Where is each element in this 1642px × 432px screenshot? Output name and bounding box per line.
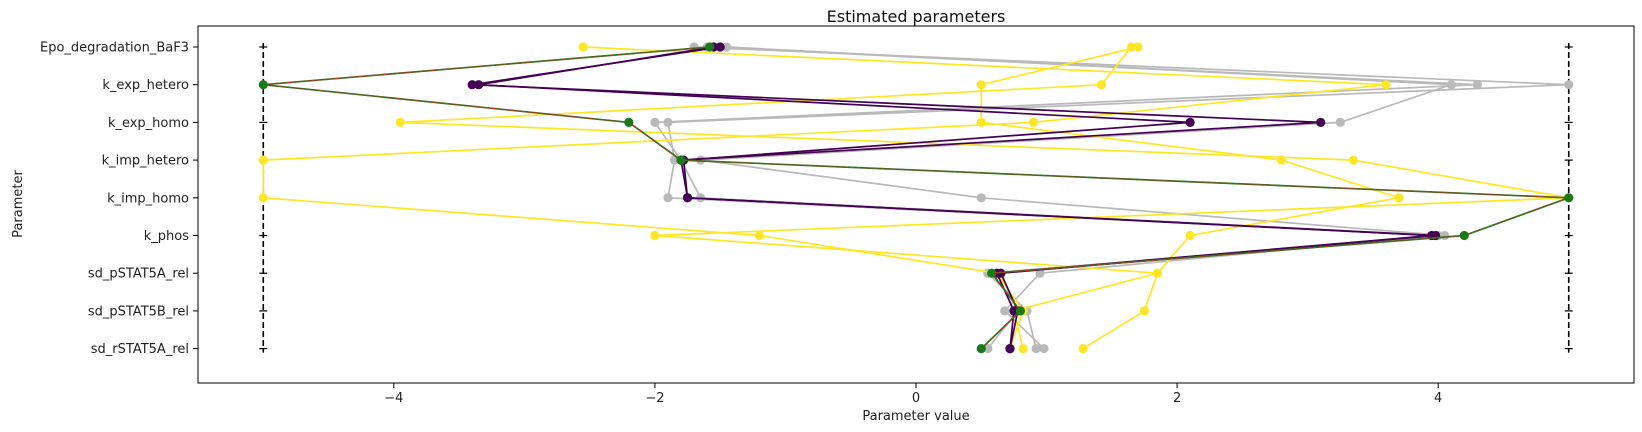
data-point xyxy=(663,193,673,203)
data-point xyxy=(1185,230,1195,241)
series-start-yellow-2 xyxy=(258,42,1391,354)
data-point xyxy=(663,117,673,127)
data-point xyxy=(715,42,725,52)
data-point xyxy=(578,42,588,52)
data-point xyxy=(258,193,268,203)
data-point xyxy=(258,155,268,165)
series-start-purple-1 xyxy=(467,42,1441,354)
data-point xyxy=(1564,193,1574,203)
series-line xyxy=(653,46,1478,350)
data-point xyxy=(1031,344,1041,354)
y-tick-label: k_imp_hetero xyxy=(102,154,189,169)
data-point xyxy=(650,117,660,127)
data-point xyxy=(1005,344,1015,354)
data-point xyxy=(1000,306,1010,316)
series-best-start xyxy=(258,42,1574,354)
data-point xyxy=(1133,42,1143,52)
data-point xyxy=(1459,230,1469,241)
data-point xyxy=(1152,268,1163,278)
data-point xyxy=(1035,268,1045,278)
data-point xyxy=(1126,42,1136,52)
data-point xyxy=(650,230,660,241)
data-point xyxy=(474,80,484,90)
data-point xyxy=(1096,80,1106,90)
data-point xyxy=(1316,117,1326,127)
x-tick-label: −4 xyxy=(384,391,403,406)
data-point xyxy=(1028,117,1039,127)
x-tick-label: −2 xyxy=(645,391,664,406)
y-axis-label: Parameter xyxy=(11,170,26,238)
series-line xyxy=(666,46,1569,350)
y-tick-label: k_phos xyxy=(144,229,189,244)
data-point xyxy=(1381,80,1391,90)
data-point xyxy=(1348,155,1358,165)
data-point xyxy=(1009,306,1019,316)
y-tick-label: sd_pSTAT5B_rel xyxy=(88,304,189,319)
series-line xyxy=(700,46,1452,349)
data-point xyxy=(1139,306,1150,316)
y-tick-label: k_exp_hetero xyxy=(102,78,189,93)
data-point xyxy=(1335,117,1345,127)
y-tick-label: k_exp_homo xyxy=(108,116,189,131)
y-tick-label: Epo_degradation_BaF3 xyxy=(40,41,189,56)
series-start-grey-2 xyxy=(650,42,1482,354)
data-point xyxy=(976,193,986,203)
data-point xyxy=(676,155,686,165)
data-point xyxy=(1564,80,1574,90)
data-point xyxy=(705,42,715,52)
data-point xyxy=(1394,193,1404,203)
y-tick-label: k_imp_homo xyxy=(107,191,189,206)
chart-title: Estimated parameters xyxy=(827,7,1006,26)
data-point xyxy=(987,268,997,278)
data-point xyxy=(258,80,268,90)
x-axis-label: Parameter value xyxy=(862,409,969,424)
data-point xyxy=(1446,80,1456,90)
series-line xyxy=(262,46,1387,349)
data-point xyxy=(1472,80,1482,90)
data-point xyxy=(1015,306,1026,316)
series-line-dashed xyxy=(263,46,1569,350)
y-tick-label: sd_rSTAT5A_rel xyxy=(91,342,189,357)
data-point xyxy=(976,344,986,354)
data-point xyxy=(624,117,634,127)
data-point xyxy=(976,80,986,90)
data-point xyxy=(1185,117,1195,127)
data-point xyxy=(983,344,993,354)
data-point xyxy=(754,230,764,241)
data-point xyxy=(467,80,477,90)
data-point xyxy=(395,117,405,127)
data-point xyxy=(1078,344,1088,354)
data-point xyxy=(682,193,693,203)
x-tick-label: 2 xyxy=(1173,391,1181,406)
y-tick-label: sd_pSTAT5A_rel xyxy=(88,267,189,282)
series-start-purple-2 xyxy=(474,42,1437,354)
data-point xyxy=(1018,344,1028,354)
x-tick-label: 4 xyxy=(1434,391,1442,406)
data-point xyxy=(1039,344,1049,354)
x-tick-label: 0 xyxy=(912,391,920,406)
